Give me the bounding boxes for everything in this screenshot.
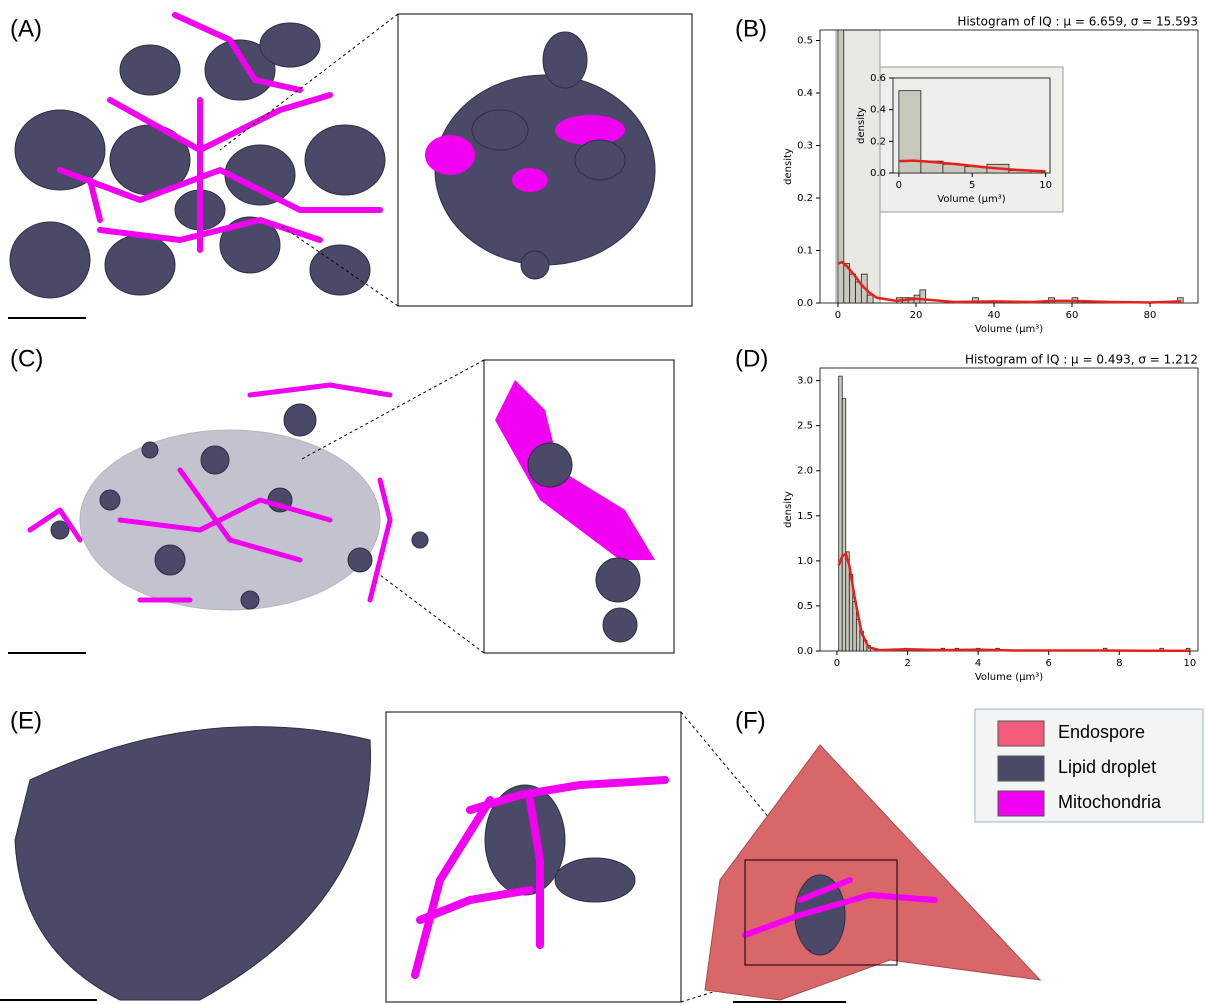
bar (972, 297, 979, 304)
render-c (27, 382, 429, 611)
y-axis-label: density (783, 491, 794, 528)
x-tick-label: 2 (904, 658, 910, 669)
x-tick-label: 0 (896, 180, 902, 191)
legend-label: Mitochondria (1058, 792, 1162, 812)
y-axis-label: density (783, 148, 794, 185)
panel-label: (E) (10, 707, 42, 734)
legend-swatch (997, 790, 1045, 817)
panel-label: (C) (10, 345, 43, 372)
panel-label: (A) (10, 15, 42, 42)
kde-line (837, 260, 1182, 304)
x-tick-label: 10 (1184, 658, 1197, 669)
x-tick-label: 60 (1066, 310, 1079, 321)
x-tick-label: 0 (835, 310, 841, 321)
chart-title: Histogram of IQ : μ = 6.659, σ = 15.593 (957, 15, 1198, 29)
panel-label: (F) (735, 707, 766, 734)
bar (849, 273, 856, 304)
kde-line (898, 159, 1046, 173)
x-tick-label: 20 (910, 310, 923, 321)
legend-swatch (997, 755, 1045, 782)
bar (838, 375, 843, 652)
x-tick-label: 5 (969, 180, 975, 191)
x-tick-label: 40 (988, 310, 1001, 321)
connector (379, 574, 485, 654)
plot-area (819, 29, 1199, 304)
y-tick-label: 1.0 (797, 556, 813, 567)
panel-label: (B) (735, 15, 767, 42)
y-tick-label: 0.2 (870, 136, 886, 147)
plot-area (819, 367, 1199, 652)
render-f (704, 744, 1042, 1001)
x-tick-label: 8 (1116, 658, 1122, 669)
y-tick-label: 0.0 (870, 168, 886, 179)
y-tick-label: 0.5 (797, 601, 813, 612)
y-tick-label: 2.5 (797, 421, 813, 432)
y-tick-label: 0.0 (797, 646, 813, 657)
y-tick-label: 0.4 (797, 88, 813, 99)
x-axis-label: Volume (μm³) (975, 672, 1043, 683)
bar (898, 90, 922, 174)
bar (837, 29, 845, 304)
render-e (14, 726, 372, 1001)
legend-swatch (997, 720, 1045, 747)
y-tick-label: 0.6 (870, 73, 886, 84)
bar (866, 294, 874, 304)
x-axis-label: Volume (μm³) (975, 324, 1043, 335)
y-tick-label: 2.0 (797, 466, 813, 477)
x-tick-label: 4 (975, 658, 981, 669)
y-axis-label: density (856, 107, 867, 144)
x-tick-label: 10 (1039, 180, 1052, 191)
y-tick-label: 0.0 (797, 298, 813, 309)
x-tick-label: 80 (1144, 310, 1157, 321)
y-tick-label: 3.0 (797, 376, 813, 387)
y-tick-label: 0.3 (797, 141, 813, 152)
bar (919, 289, 927, 304)
render-e-zoom (411, 776, 669, 979)
chart-title: Histogram of IQ : μ = 0.493, σ = 1.212 (965, 353, 1198, 367)
y-tick-label: 1.5 (797, 511, 813, 522)
connector (219, 13, 399, 151)
bar (841, 398, 847, 652)
x-axis-label: Volume (μm³) (937, 194, 1005, 205)
connector (680, 711, 801, 856)
kde-line (837, 551, 1190, 652)
render-a-zoom (425, 31, 656, 280)
render-c-zoom (495, 380, 655, 643)
y-tick-label: 0.5 (797, 36, 813, 47)
y-tick-label: 0.1 (797, 246, 813, 257)
panel-label: (D) (735, 345, 768, 372)
y-tick-label: 0.2 (797, 193, 813, 204)
render-a (9, 12, 386, 299)
connector (299, 359, 485, 461)
x-tick-label: 0 (834, 658, 840, 669)
x-tick-label: 6 (1046, 658, 1052, 669)
legend-label: Endospore (1058, 722, 1145, 742)
y-tick-label: 0.4 (870, 105, 886, 116)
legend-label: Lipid droplet (1058, 757, 1156, 777)
